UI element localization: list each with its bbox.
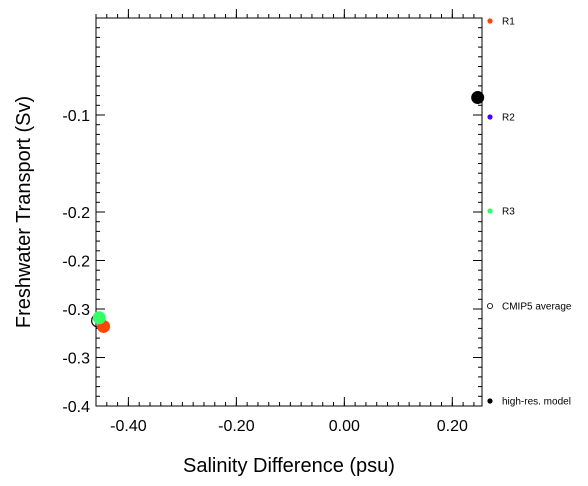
x-tick-label: 0.00 <box>329 418 360 435</box>
data-points <box>91 91 485 333</box>
legend-label: R2 <box>502 113 515 124</box>
y-axis-title: Freshwater Transport (Sv) <box>13 96 35 328</box>
y-tick-label: -0.2 <box>62 205 90 222</box>
y-tick-label: -0.3 <box>62 302 90 319</box>
x-tick-label: -0.20 <box>218 418 255 435</box>
x-axis-title: Salinity Difference (psu) <box>183 455 395 477</box>
x-tick-label: -0.40 <box>110 418 147 435</box>
legend-label: R3 <box>502 207 515 218</box>
legend: R1 R2 R3 CMIP5 average high-res. model <box>486 17 572 408</box>
x-axis-ticks: -0.40 -0.20 0.00 0.20 <box>95 9 475 435</box>
data-point-high-res-model <box>471 91 485 105</box>
data-point-r3 <box>92 311 106 325</box>
legend-marker <box>486 302 493 309</box>
y-tick-label: -0.3 <box>62 351 90 368</box>
legend-label: R1 <box>502 17 515 28</box>
y-axis-ticks: -0.1 -0.2 -0.2 -0.3 -0.3 -0.4 <box>62 17 482 416</box>
legend-label: high-res. model <box>502 397 571 408</box>
plot-frame <box>95 17 483 407</box>
legend-marker <box>487 398 493 404</box>
y-tick-label: -0.1 <box>62 108 90 125</box>
legend-marker <box>487 208 493 214</box>
y-tick-label: -0.4 <box>62 399 90 416</box>
y-tick-label: -0.2 <box>62 254 90 271</box>
legend-marker <box>487 18 493 24</box>
legend-label: CMIP5 average <box>502 302 572 313</box>
x-tick-label: 0.20 <box>437 418 468 435</box>
legend-marker <box>487 114 493 120</box>
